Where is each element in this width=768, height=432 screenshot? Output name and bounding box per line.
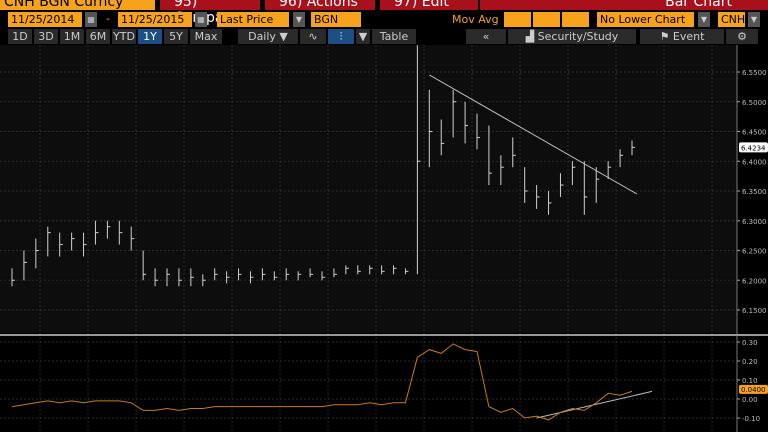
security-study-button[interactable]: ▟ Security/Study [508, 29, 636, 44]
period-max[interactable]: Max [190, 29, 222, 44]
table-button[interactable]: Table [372, 29, 416, 44]
calendar-icon[interactable]: ▦ [195, 12, 207, 27]
mov-avg-field-3[interactable] [562, 12, 589, 27]
period-1y[interactable]: 1Y [138, 29, 162, 44]
y-tick-label: 6.3000 [742, 218, 767, 226]
lower-y-tick-label: 0.00 [742, 396, 758, 404]
security-study-label: Security/Study [537, 30, 619, 43]
y-tick-label: 6.3500 [742, 188, 767, 196]
y-tick-label: 6.4000 [742, 158, 767, 166]
period-1d[interactable]: 1D [8, 29, 32, 44]
period-3d[interactable]: 3D [34, 29, 58, 44]
calendar-icon[interactable]: ▦ [85, 12, 97, 27]
edit-button[interactable]: 97) Edit [380, 0, 478, 10]
last-indicator-label: 0.0400 [741, 386, 766, 394]
event-button[interactable]: ⚑ Event [640, 29, 724, 44]
period-5y[interactable]: 5Y [164, 29, 188, 44]
period-6m[interactable]: 6M [86, 29, 110, 44]
study-icon: ▟ [525, 30, 538, 43]
y-tick-label: 6.1500 [742, 307, 767, 315]
lower-y-tick-label: 0.10 [742, 377, 758, 385]
gear-icon[interactable]: ⚙ [726, 29, 758, 44]
lower-y-tick-label: -0.10 [742, 415, 760, 423]
indicator-line [11, 343, 633, 421]
source-field[interactable]: BGN [311, 12, 361, 27]
y-tick-label: 6.5000 [742, 99, 767, 107]
security-title[interactable]: CNH BGN Curncy [0, 0, 155, 10]
indicator-trendline [536, 390, 653, 419]
end-date-field[interactable]: 11/25/2015 [118, 12, 192, 27]
price-trendline [429, 74, 638, 195]
event-label: Event [672, 30, 705, 43]
collapse-button[interactable]: « [466, 29, 506, 44]
lower-y-tick-label: 0.30 [742, 339, 758, 347]
y-tick-label: 6.2500 [742, 248, 767, 256]
flag-icon: ⚑ [659, 30, 673, 43]
lower-y-tick-label: 0.20 [742, 358, 758, 366]
frequency-select[interactable]: Daily ▼ [238, 29, 298, 44]
mov-avg-label: Mov Avg [452, 13, 499, 26]
chevron-down-icon[interactable]: ▼ [748, 12, 760, 27]
mov-avg-field-1[interactable] [504, 12, 531, 27]
actions-button[interactable]: 96) Actions [265, 0, 375, 10]
lower-chart-select[interactable]: No Lower Chart [597, 12, 694, 27]
y-tick-label: 6.4500 [742, 129, 767, 137]
last-indicator-badge [739, 384, 768, 394]
date-separator: - [106, 12, 110, 25]
price-chart[interactable]: 6.5500 6.5000 6.4500 6.4000 6.3500 6.3000 6.25… [0, 45, 768, 432]
period-1m[interactable]: 1M [60, 29, 84, 44]
compare-button[interactable]: 95) Compare [160, 0, 260, 26]
y-tick-label: 6.2000 [742, 277, 767, 285]
chart-type-label: Bar Chart [480, 0, 768, 10]
chevron-down-icon[interactable]: ▼ [698, 12, 710, 27]
last-price-label: 6.4234 [741, 144, 766, 152]
chevron-down-icon[interactable]: ▼ [356, 29, 370, 44]
y-tick-label: 6.5500 [742, 69, 767, 77]
bar-chart-icon[interactable]: ⫶ [328, 29, 354, 44]
mov-avg-field-2[interactable] [533, 12, 560, 27]
field-select[interactable]: Last Price [217, 12, 289, 27]
line-chart-icon[interactable]: ∿ [300, 29, 326, 44]
currency-field[interactable]: CNH [718, 12, 745, 27]
start-date-field[interactable]: 11/25/2014 [8, 12, 82, 27]
main-panel-bg [0, 45, 737, 333]
last-price-badge [739, 142, 768, 153]
period-ytd[interactable]: YTD [112, 29, 136, 44]
chevron-down-icon[interactable]: ▼ [293, 12, 305, 27]
